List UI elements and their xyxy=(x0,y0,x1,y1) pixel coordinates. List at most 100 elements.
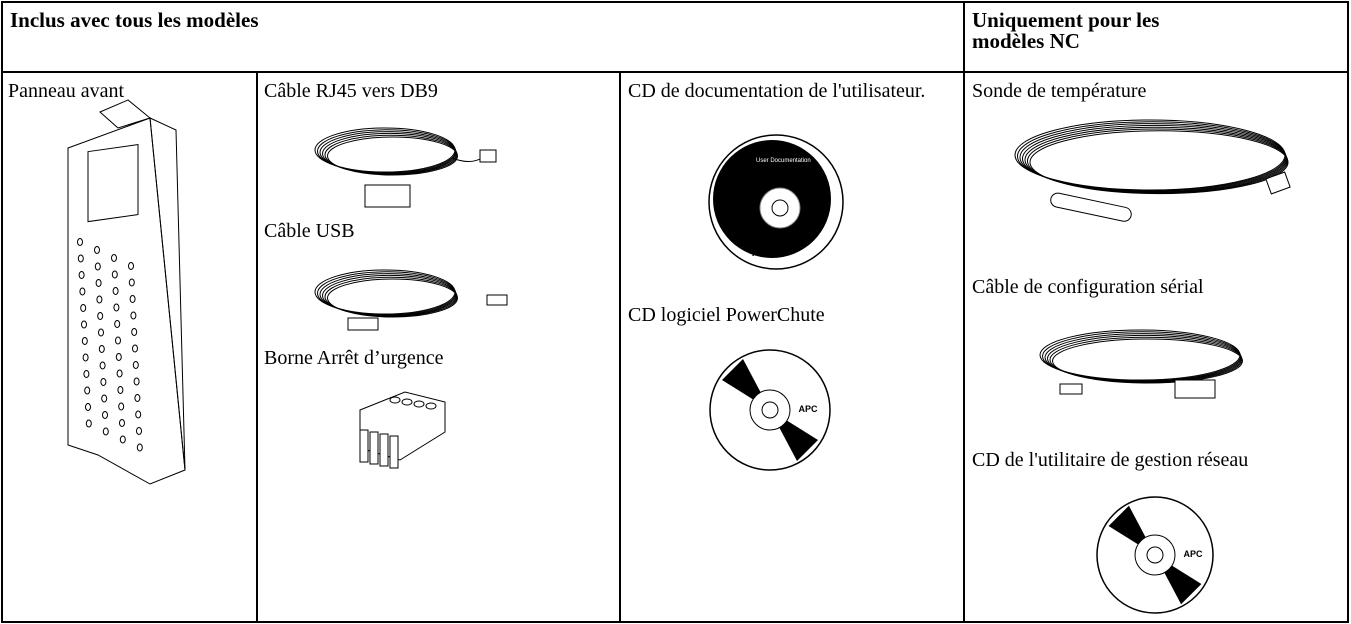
item-label: Sonde de température xyxy=(972,80,1147,102)
panel-hole xyxy=(136,427,142,435)
panel-hole xyxy=(83,370,90,378)
terminal xyxy=(389,435,399,469)
jack-plug xyxy=(1059,383,1083,395)
cable-loop xyxy=(1017,121,1286,192)
screw xyxy=(413,400,425,408)
item-label: CD de l'utilitaire de gestion réseau xyxy=(972,449,1249,471)
rj45-plug xyxy=(479,149,497,163)
usb-cable xyxy=(314,269,508,331)
panel-hole xyxy=(101,394,108,403)
panel-hole xyxy=(114,320,121,328)
panel-hole xyxy=(102,427,109,436)
panel-hole xyxy=(102,411,108,419)
panel-hole xyxy=(100,378,107,386)
cd-brand: APC xyxy=(752,248,773,259)
panel-hole xyxy=(81,320,87,329)
temperature-probe xyxy=(1014,119,1291,222)
panel-hole xyxy=(132,344,138,353)
panel-hole xyxy=(95,279,102,287)
cable-loop xyxy=(1052,338,1243,384)
panel-hole xyxy=(82,353,89,362)
cd-network-utility: APC xyxy=(1096,496,1214,614)
item-label: Borne Arrêt d’urgence xyxy=(264,347,444,369)
cable-loop xyxy=(1047,334,1242,383)
cable-loop xyxy=(327,136,458,176)
cable-loop xyxy=(1029,130,1289,195)
panel-hole xyxy=(84,386,91,395)
panel-hole xyxy=(131,328,138,336)
cable-loop xyxy=(1044,333,1242,382)
panel-hole xyxy=(77,238,83,246)
panel-hole xyxy=(96,295,103,304)
probe-tip xyxy=(1050,192,1132,222)
item-label: Câble RJ45 vers DB9 xyxy=(264,80,438,102)
panel-hole xyxy=(94,246,100,254)
item-label: CD de documentation de l'utilisateur. xyxy=(628,80,926,102)
panel-hole xyxy=(97,312,104,320)
panel-hole xyxy=(99,361,106,370)
item-label: CD logiciel PowerChute xyxy=(628,304,825,326)
cd-brand: APC xyxy=(1183,549,1203,559)
cd-label: User Documentation xyxy=(756,158,811,164)
cd-brand: APC xyxy=(798,404,818,414)
panel-hole xyxy=(77,254,84,263)
cable-loop xyxy=(1049,336,1243,383)
serial-cable xyxy=(1039,329,1243,399)
panel-hole xyxy=(94,262,101,271)
panel-hole xyxy=(119,419,125,427)
panel-hole xyxy=(133,377,140,386)
panel-hole xyxy=(78,271,85,279)
panel-hole xyxy=(132,361,139,369)
panel-hole xyxy=(129,295,136,303)
db9-plug xyxy=(364,184,411,208)
panel-hole xyxy=(128,278,135,287)
cable-loop xyxy=(1024,126,1288,193)
item-label: Câble USB xyxy=(264,220,355,242)
item-label: Panneau avant xyxy=(8,80,125,102)
cable-loop xyxy=(327,278,458,318)
cable-loop xyxy=(1019,123,1287,192)
front-panel-illustration xyxy=(67,99,186,485)
panel-hole xyxy=(119,435,126,444)
panel-hole xyxy=(115,353,122,361)
panel-hole xyxy=(118,402,125,411)
panel-hole xyxy=(81,337,88,345)
screw xyxy=(389,396,401,404)
cable-loop xyxy=(1022,124,1287,193)
panel-hole xyxy=(116,369,123,378)
panel-hole xyxy=(135,410,142,419)
cd-powerchute: APC xyxy=(709,349,831,471)
db9-plug xyxy=(1174,379,1216,399)
usb-plug xyxy=(486,294,508,306)
header-cell: Inclus avec tous les modèles xyxy=(10,8,259,32)
usb-plug xyxy=(347,317,379,331)
panel-hole xyxy=(113,303,120,312)
panel-hole xyxy=(136,443,143,452)
panel-hole xyxy=(111,270,118,279)
screw xyxy=(425,402,437,410)
panel-hole xyxy=(115,336,121,345)
cable-loop xyxy=(1027,128,1288,194)
terminal-block xyxy=(359,391,446,469)
cd-hole xyxy=(771,199,789,217)
terminal xyxy=(379,433,389,467)
item-label: Câble de configuration sérial xyxy=(972,276,1204,298)
panel-hole xyxy=(112,287,119,295)
panel-hole xyxy=(130,311,137,320)
cd-hole xyxy=(1146,546,1164,564)
panel-hole xyxy=(128,262,134,270)
panel-hole xyxy=(85,419,92,428)
panel-hole xyxy=(134,394,141,402)
panel-hole xyxy=(79,287,86,296)
cd-user-documentation: User Documentation APC xyxy=(708,134,844,270)
panel-hole xyxy=(98,345,105,353)
panel-hole xyxy=(80,304,87,312)
rj45-cable xyxy=(314,127,497,208)
terminal xyxy=(359,429,369,463)
cd-hole xyxy=(761,401,779,419)
header-cell: Uniquement pour les modèles NC xyxy=(972,8,1160,53)
panel-hole xyxy=(98,328,104,337)
